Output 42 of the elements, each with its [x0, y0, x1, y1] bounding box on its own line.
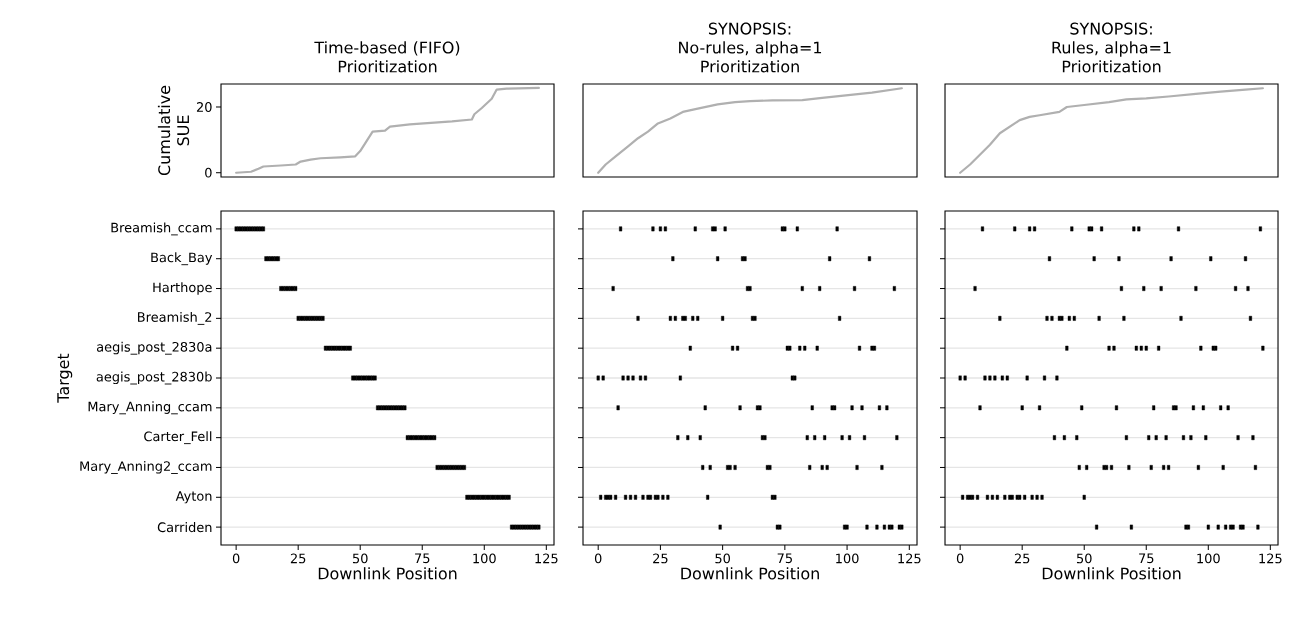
- y-tick-label: Harthope: [153, 282, 212, 295]
- chart-title: SYNOPSIS:: [1070, 22, 1152, 35]
- y-tick-label: Ayton: [175, 491, 212, 504]
- x-tick-label: 25: [653, 553, 668, 564]
- x-tick-label: 50: [352, 553, 368, 564]
- x-axis-title: Downlink Position: [1042, 567, 1181, 580]
- chart-title: SYNOPSIS:: [708, 22, 791, 35]
- y-tick-label: Mary_Anning_ccam: [88, 401, 212, 415]
- x-tick-label: 50: [1076, 553, 1092, 564]
- y-tick-label: Mary_Anning2_ccam: [80, 461, 212, 474]
- x-tick-label: 100: [473, 553, 496, 564]
- y-tick-label: 20: [196, 102, 212, 112]
- x-axis-title: Downlink Position: [318, 567, 457, 580]
- chart-title: Time-based (FIFO) Prioritization: [314, 41, 460, 73]
- x-tick-label: 75: [415, 553, 430, 564]
- x-tick-label: 100: [1197, 553, 1220, 564]
- x-tick-label: 25: [290, 553, 306, 564]
- x-axis-title: Downlink Position: [681, 567, 819, 580]
- y-tick-label: Carriden: [157, 522, 212, 533]
- line-series: [235, 86, 540, 174]
- y-axis-title: Target: [57, 353, 73, 403]
- y-tick-label: Breamish_ccam: [111, 222, 212, 236]
- y-axis-title: Cumulative SUE: [157, 85, 190, 176]
- y-tick-label: Back_Bay: [151, 252, 213, 266]
- x-tick-label: 125: [898, 553, 921, 564]
- y-tick-label: 0: [205, 167, 212, 178]
- x-tick-label: 50: [715, 553, 730, 564]
- x-tick-label: 75: [1139, 553, 1154, 564]
- x-tick-label: 125: [1259, 553, 1282, 564]
- x-tick-label: 0: [956, 553, 964, 564]
- x-tick-label: 0: [594, 553, 602, 564]
- y-tick-label: aegis_post_2830a: [96, 341, 212, 355]
- chart-subtitle: Rules, alpha=1 Prioritization: [1052, 41, 1171, 73]
- y-tick-label: Breamish_2: [138, 311, 212, 325]
- y-tick-label: Carter_Fell: [144, 431, 212, 445]
- x-tick-label: 100: [836, 553, 859, 564]
- x-tick-label: 25: [1014, 553, 1030, 564]
- x-tick-label: 125: [535, 553, 558, 564]
- chart-subtitle: No-rules, alpha=1 Prioritization: [679, 41, 822, 73]
- x-tick-label: 0: [232, 553, 240, 564]
- y-tick-label: aegis_post_2830b: [96, 371, 212, 385]
- x-tick-label: 75: [777, 553, 792, 564]
